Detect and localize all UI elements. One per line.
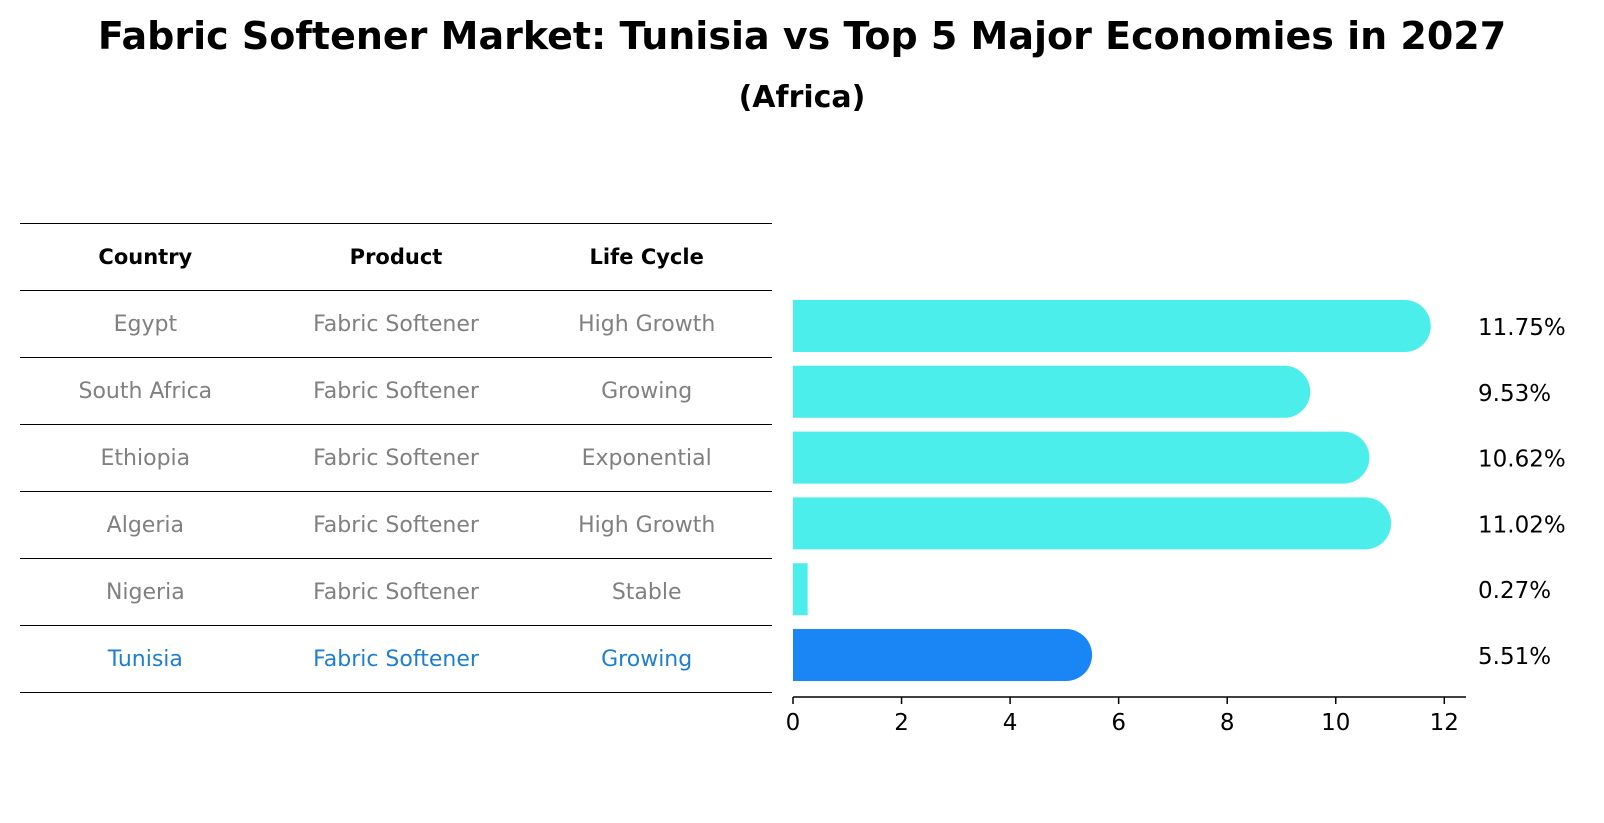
cell-product: Fabric Softener xyxy=(313,579,479,605)
cell-country: Egypt xyxy=(113,311,178,337)
cell-life-cycle: Growing xyxy=(601,378,693,404)
x-tick-label: 0 xyxy=(786,710,801,736)
table-row: Algeria Fabric Softener High Growth xyxy=(20,492,772,559)
cell-product: Fabric Softener xyxy=(313,378,479,404)
header-country: Country xyxy=(98,245,193,269)
table-row: Egypt Fabric Softener High Growth xyxy=(20,291,772,358)
bar-ethiopia xyxy=(793,431,1370,484)
bar-value-label: 11.02% xyxy=(1478,512,1566,538)
cell-life-cycle: High Growth xyxy=(578,311,716,337)
bar-south-africa xyxy=(793,365,1311,418)
x-tick-label: 6 xyxy=(1111,710,1126,736)
table-header-row: Country Product Life Cycle xyxy=(20,223,772,291)
header-life-cycle: Life Cycle xyxy=(589,245,704,269)
bar-value-label: 11.75% xyxy=(1478,315,1566,341)
table-row: South Africa Fabric Softener Growing xyxy=(20,358,772,425)
bar-value-label: 0.27% xyxy=(1478,578,1551,604)
cell-country: Tunisia xyxy=(107,646,183,672)
x-tick-label: 4 xyxy=(1003,710,1018,736)
bar-nigeria xyxy=(793,563,808,616)
x-tick-label: 12 xyxy=(1430,710,1459,736)
chart-subtitle: (Africa) xyxy=(738,80,866,115)
table-row-highlighted: Tunisia Fabric Softener Growing xyxy=(20,626,772,693)
cell-country: South Africa xyxy=(78,378,213,404)
cell-product: Fabric Softener xyxy=(313,646,479,672)
cell-product: Fabric Softener xyxy=(313,445,479,471)
bar-value-label: 5.51% xyxy=(1478,644,1551,670)
bar-egypt xyxy=(793,300,1431,352)
x-tick-label: 2 xyxy=(894,710,909,736)
header-product: Product xyxy=(349,245,443,269)
cell-life-cycle: Stable xyxy=(611,579,682,605)
chart-title: Fabric Softener Market: Tunisia vs Top 5… xyxy=(97,14,1507,58)
table-row: Ethiopia Fabric Softener Exponential xyxy=(20,425,772,492)
cell-life-cycle: Growing xyxy=(601,646,693,672)
cell-product: Fabric Softener xyxy=(313,512,479,538)
x-tick-label: 10 xyxy=(1321,710,1350,736)
cell-country: Algeria xyxy=(106,512,184,538)
cell-life-cycle: Exponential xyxy=(581,445,712,471)
table-row: Nigeria Fabric Softener Stable xyxy=(20,559,772,626)
cell-life-cycle: High Growth xyxy=(578,512,716,538)
bar-value-label: 10.62% xyxy=(1478,447,1566,473)
cell-product: Fabric Softener xyxy=(313,311,479,337)
country-table: Country Product Life Cycle Egypt Fabric … xyxy=(20,223,772,693)
cell-country: Nigeria xyxy=(105,579,185,605)
bar-tunisia xyxy=(793,629,1093,681)
cell-country: Ethiopia xyxy=(100,445,191,471)
bar-algeria xyxy=(793,497,1392,550)
x-tick-label: 8 xyxy=(1220,710,1235,736)
bar-value-label: 9.53% xyxy=(1478,381,1551,407)
